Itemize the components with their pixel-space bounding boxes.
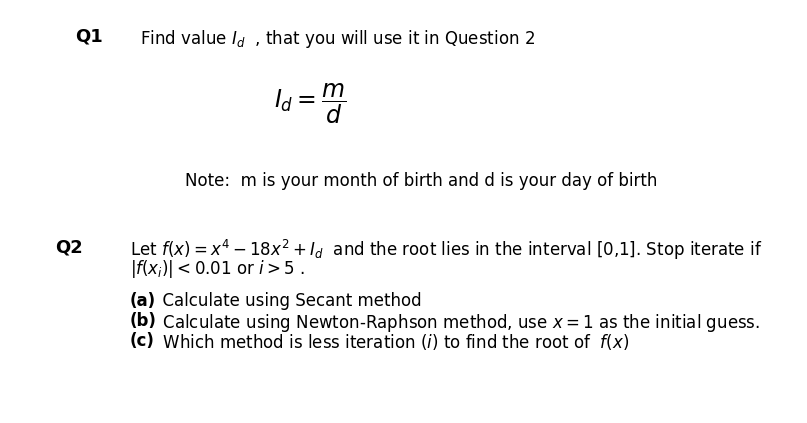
Text: Let $f(x) = x^4 - 18x^2 + I_d$  and the root lies in the interval [0,1]. Stop it: Let $f(x) = x^4 - 18x^2 + I_d$ and the r… (130, 238, 763, 262)
Text: Calculate using Newton-Raphson method, use $x = 1$ as the initial guess.: Calculate using Newton-Raphson method, u… (152, 312, 760, 334)
Text: (b): (b) (130, 312, 157, 330)
Text: Which method is less iteration $(i)$ to find the root of  $f(x)$: Which method is less iteration $(i)$ to … (152, 332, 629, 352)
Text: Q1: Q1 (75, 28, 102, 46)
Text: Q2: Q2 (55, 238, 83, 256)
Text: $I_d = \dfrac{m}{d}$: $I_d = \dfrac{m}{d}$ (274, 82, 346, 126)
Text: $|f(x_i)| < 0.01$ or $i > 5$ .: $|f(x_i)| < 0.01$ or $i > 5$ . (130, 258, 305, 280)
Text: (a): (a) (130, 292, 156, 310)
Text: (c): (c) (130, 332, 155, 350)
Text: Find value $I_d$  , that you will use it in Question 2: Find value $I_d$ , that you will use it … (140, 28, 535, 50)
Text: Note:  m is your month of birth and d is your day of birth: Note: m is your month of birth and d is … (185, 172, 658, 190)
Text: Calculate using Secant method: Calculate using Secant method (152, 292, 421, 310)
